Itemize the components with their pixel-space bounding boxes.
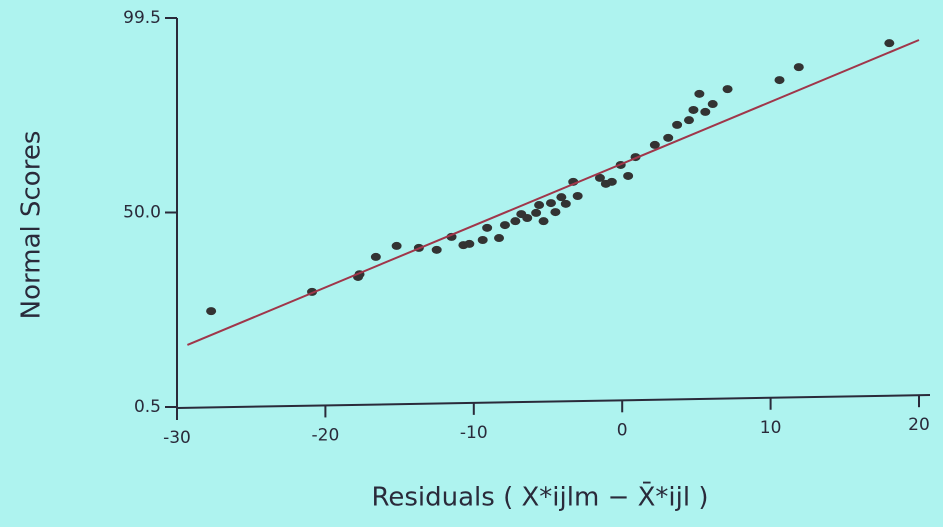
fit-line	[187, 39, 920, 346]
data-point	[774, 76, 785, 85]
data-point	[391, 241, 402, 250]
data-point	[477, 236, 488, 245]
data-point	[534, 201, 545, 210]
data-point	[672, 120, 683, 129]
data-point	[663, 133, 674, 142]
data-point	[884, 39, 895, 48]
data-point	[545, 199, 556, 208]
data-point	[464, 239, 475, 248]
data-point	[707, 100, 718, 109]
data-point	[556, 193, 567, 202]
data-point	[522, 214, 533, 223]
data-point	[206, 307, 217, 316]
x-axis-title: Residuals ( X*ijlm − X̄*ijl )	[371, 481, 708, 513]
data-point	[694, 89, 705, 98]
data-point	[499, 221, 510, 230]
data-point	[649, 140, 660, 149]
data-point	[700, 107, 711, 116]
data-point	[538, 217, 549, 226]
data-point	[594, 173, 605, 182]
data-point	[560, 199, 571, 208]
data-point	[683, 116, 694, 125]
data-point	[494, 234, 505, 243]
data-point	[722, 85, 733, 94]
data-point	[431, 245, 442, 254]
y-tick-label: 50.0	[123, 203, 161, 223]
data-point	[510, 217, 521, 226]
x-tick-label: 20	[908, 415, 930, 435]
data-point	[572, 191, 583, 200]
x-tick-label: 0	[617, 420, 628, 440]
data-point	[688, 105, 699, 114]
x-axis	[176, 394, 931, 409]
y-axis-title: Normal Scores	[17, 131, 47, 320]
data-point	[370, 252, 381, 261]
x-tick-label: -30	[163, 428, 191, 448]
data-point	[793, 63, 804, 72]
x-tick-label: -20	[312, 425, 340, 445]
data-point	[550, 208, 561, 217]
y-tick-label: 99.5	[123, 8, 161, 28]
x-tick-label: 10	[760, 418, 782, 438]
data-point	[482, 223, 493, 232]
data-point	[623, 171, 634, 180]
data-point	[606, 177, 617, 186]
x-tick-label: -10	[460, 423, 488, 443]
data-point	[531, 208, 542, 217]
y-tick-label: 0.5	[134, 397, 161, 417]
